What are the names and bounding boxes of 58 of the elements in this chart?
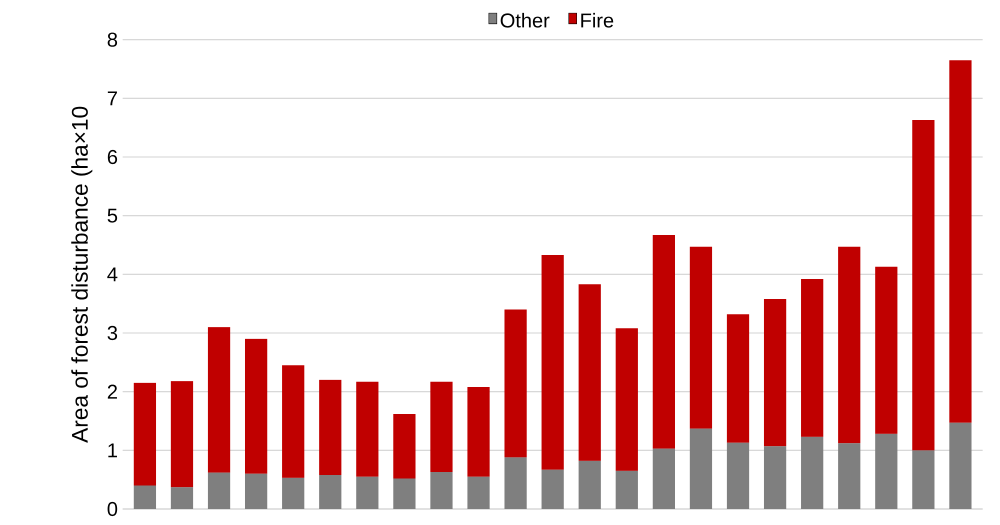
bar [838, 443, 860, 509]
bar [208, 472, 230, 509]
bar [875, 434, 898, 509]
bar [319, 474, 342, 509]
y-tick-label: 8 [108, 32, 118, 47]
bar [244, 338, 268, 474]
legend-label: Other [500, 12, 550, 28]
bar [652, 448, 675, 509]
y-axis-title: Area of forest disturbance (ha×10 [71, 106, 92, 443]
bar [578, 284, 601, 461]
bar [208, 327, 230, 473]
bar [949, 422, 972, 509]
bar [356, 476, 378, 509]
bar [467, 476, 490, 509]
bar [912, 120, 934, 450]
bar [244, 474, 268, 509]
y-tick-label: 0 [108, 502, 118, 516]
bar [467, 386, 490, 477]
bar [801, 436, 824, 509]
bar [542, 470, 564, 509]
bar [282, 365, 304, 478]
bar [764, 298, 786, 446]
bar [801, 279, 824, 437]
bar [504, 310, 527, 458]
bar [949, 60, 972, 423]
y-tick-label: 3 [108, 326, 118, 340]
bar [504, 457, 527, 509]
bar [356, 382, 378, 477]
bar [430, 382, 453, 472]
bar [616, 470, 638, 509]
bar [690, 428, 712, 509]
bar [616, 328, 638, 471]
bar [578, 460, 601, 509]
bar [134, 486, 156, 509]
legend-label: Fire [581, 12, 614, 28]
bar [542, 254, 564, 470]
bar [764, 446, 786, 509]
bar [319, 380, 342, 475]
bar [170, 381, 194, 488]
bar [652, 235, 675, 449]
y-tick-label: 4 [107, 267, 118, 282]
bar [875, 266, 898, 434]
bar [134, 382, 156, 486]
bar [912, 450, 934, 509]
y-tick-label: 6 [108, 150, 118, 164]
y-tick-label: 1 [108, 443, 117, 458]
bar [690, 246, 712, 429]
bar [430, 472, 453, 509]
bar [726, 314, 750, 443]
bar [726, 442, 750, 509]
y-tick-label: 5 [108, 208, 118, 223]
bar [393, 478, 416, 509]
bar [393, 414, 416, 478]
bar [838, 246, 860, 444]
y-tick-label: 2 [108, 384, 117, 399]
bar [170, 487, 194, 509]
bar [282, 478, 304, 509]
y-tick-label: 7 [108, 91, 117, 106]
